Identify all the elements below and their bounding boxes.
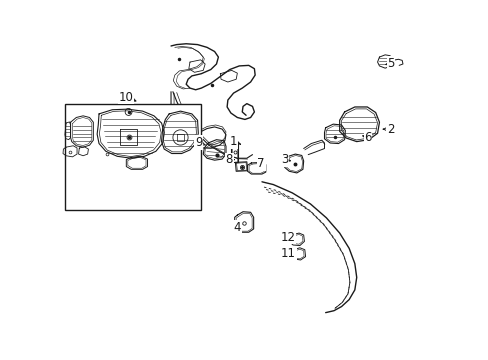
Text: 5: 5 <box>385 57 394 69</box>
Text: 8: 8 <box>225 153 234 166</box>
Text: 4: 4 <box>233 221 241 234</box>
Text: 3: 3 <box>281 153 290 166</box>
Text: 9: 9 <box>195 136 205 149</box>
Text: 11: 11 <box>281 247 295 260</box>
Text: 2: 2 <box>383 123 394 136</box>
Text: 1: 1 <box>229 135 240 148</box>
Bar <box>65 104 201 210</box>
Text: 6: 6 <box>362 131 371 144</box>
Text: 7: 7 <box>257 157 264 170</box>
Text: 10: 10 <box>119 91 136 104</box>
Text: 12: 12 <box>280 231 295 244</box>
